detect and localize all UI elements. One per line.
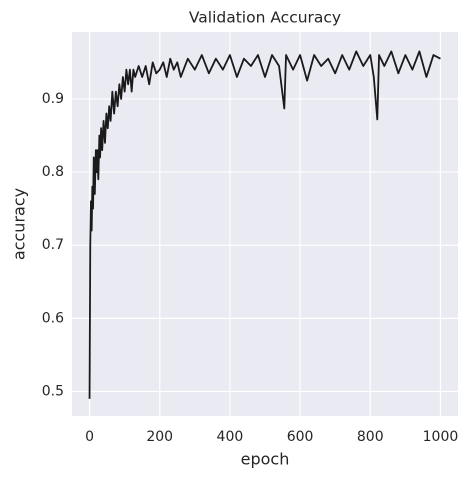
- y-axis-label: accuracy: [10, 188, 29, 260]
- x-tick-label: 800: [357, 429, 384, 445]
- y-tick-label: 0.9: [42, 91, 64, 107]
- y-tick-label: 0.6: [42, 310, 64, 326]
- y-tick-label: 0.7: [42, 237, 64, 253]
- x-tick-label: 600: [287, 429, 314, 445]
- plot-background: [72, 32, 458, 416]
- x-tick-label: 400: [217, 429, 244, 445]
- chart-title: Validation Accuracy: [189, 9, 341, 27]
- x-tick-label: 200: [146, 429, 173, 445]
- x-tick-label: 0: [85, 429, 94, 445]
- x-tick-label: 1000: [423, 429, 459, 445]
- y-tick-label: 0.5: [42, 383, 64, 399]
- y-tick-label: 0.8: [42, 164, 64, 180]
- line-series: [88, 50, 441, 399]
- x-axis-label: epoch: [241, 450, 290, 469]
